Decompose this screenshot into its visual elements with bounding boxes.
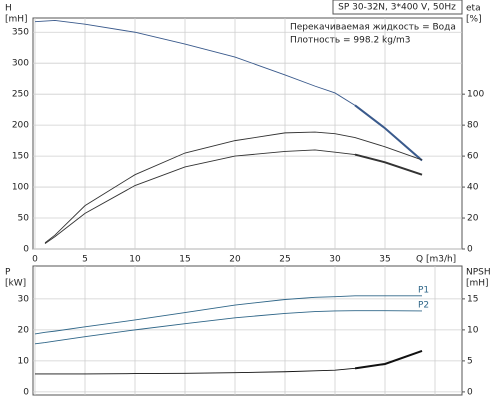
y2-axis-label: NPSH [466, 268, 491, 278]
y2-tick-label: 60 [467, 152, 479, 162]
chart-title: SP 30-32N, 3*400 V, 50Hz [338, 3, 456, 13]
y-axis-label: H [5, 4, 12, 14]
x-tick-label: 30 [329, 255, 341, 265]
y-axis-unit: [kW] [5, 279, 26, 289]
y2-axis-unit: [%] [466, 15, 482, 25]
series-highlight [354, 153, 423, 176]
y2-tick-label: 0 [467, 387, 473, 397]
y2-tick-label: 5 [467, 356, 473, 366]
x-tick-label: 15 [179, 255, 190, 265]
y-tick-label: 150 [12, 152, 29, 162]
series-line [34, 295, 422, 335]
y-tick-label: 200 [12, 121, 29, 131]
y-tick-label: 30 [18, 294, 30, 304]
y-tick-label: 10 [18, 356, 30, 366]
plot-area [32, 17, 463, 250]
x-axis-label: Q [m3/h] [416, 255, 456, 265]
series-highlight [354, 104, 423, 162]
y2-tick-label: 15 [467, 294, 478, 304]
series-label: P2 [418, 300, 429, 310]
plot-area [32, 265, 463, 396]
y-axis-label: P [5, 268, 11, 278]
x-tick-label: 5 [82, 255, 88, 265]
series-line [35, 350, 423, 375]
series-highlight [354, 350, 423, 370]
series-line [44, 131, 423, 244]
title-box [332, 0, 463, 15]
y-tick-label: 0 [23, 387, 29, 397]
x-tick-label: 0 [32, 255, 38, 265]
x-tick-label: 35 [379, 255, 390, 265]
y-tick-label: 100 [12, 183, 29, 193]
y-tick-label: 0 [23, 245, 29, 255]
series-line [34, 310, 423, 345]
x-tick-label: 20 [229, 255, 241, 265]
y2-tick-label: 0 [467, 245, 473, 255]
x-tick-label: 25 [279, 255, 290, 265]
y-tick-label: 250 [12, 90, 29, 100]
annotation: Плотность = 998.2 kg/m3 [290, 36, 411, 46]
y2-axis-unit: [mH] [466, 279, 489, 289]
y2-tick-label: 80 [467, 121, 479, 131]
y-axis-unit: [mH] [5, 15, 28, 25]
y2-tick-label: 40 [467, 183, 479, 193]
y2-tick-label: 20 [467, 214, 479, 224]
y2-tick-label: 100 [467, 90, 484, 100]
y-tick-label: 50 [18, 214, 30, 224]
y2-tick-label: 10 [467, 325, 479, 335]
y2-axis-label: eta [466, 4, 481, 14]
annotation: Перекачиваемая жидкость = Вода [290, 23, 456, 33]
y-tick-label: 20 [18, 325, 30, 335]
y-tick-label: 350 [12, 28, 29, 38]
series-label: P1 [418, 285, 429, 295]
y-tick-label: 300 [12, 59, 29, 69]
x-tick-label: 10 [129, 255, 141, 265]
